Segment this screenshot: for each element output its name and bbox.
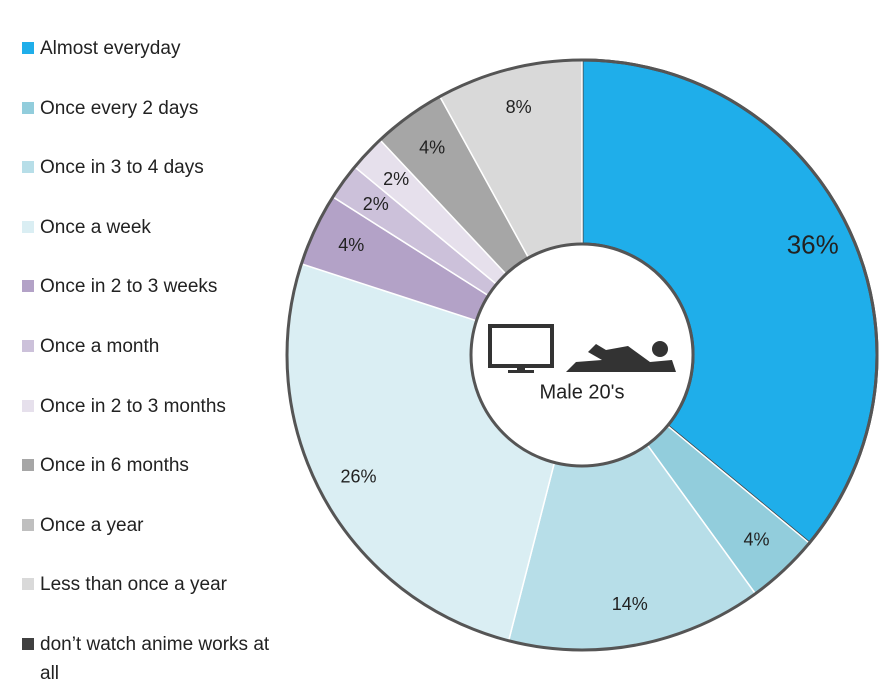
legend-swatch (22, 339, 34, 352)
person-icon (566, 341, 676, 372)
legend-label: Almost everyday (40, 38, 181, 59)
value-label: 14% (612, 594, 648, 614)
value-labels: 36% 4% 14% 26% 4% 2% 2% 4% 8% (338, 97, 838, 614)
legend-swatch (22, 459, 34, 472)
legend-swatch (22, 280, 34, 293)
value-label: 26% (341, 467, 377, 487)
legend-label: Once a year (40, 514, 144, 536)
legend-label: Once a month (40, 335, 160, 357)
center-circle (469, 242, 695, 468)
value-label: 36% (787, 229, 839, 259)
value-label: 4% (338, 235, 364, 255)
value-label: 8% (506, 97, 532, 117)
value-label: 4% (744, 530, 770, 550)
legend-label: Less than once a year (40, 574, 227, 596)
slices (286, 58, 879, 651)
value-label: 2% (383, 169, 409, 189)
legend-swatch (22, 42, 34, 54)
legend-label: don’t watch anime works at all (40, 633, 270, 684)
legend-label: Once in 3 to 4 days (40, 157, 204, 179)
legend-label: Once in 2 to 3 months (40, 395, 226, 417)
legend-label: Once a week (40, 216, 151, 238)
legend-swatch (22, 637, 34, 650)
legend-swatch (22, 518, 34, 531)
value-label: 4% (419, 137, 445, 157)
legend-swatch (22, 161, 34, 174)
value-label: 2% (363, 194, 389, 214)
center-label: Male 20's (540, 381, 625, 403)
legend-label: Once every 2 days (40, 97, 199, 119)
tv-icon (488, 324, 554, 373)
legend-swatch (22, 101, 34, 114)
legend-label: Once in 6 months (40, 455, 189, 477)
outer-border (285, 58, 879, 652)
legend-swatch (22, 399, 34, 412)
legend-swatch (22, 578, 34, 591)
legend-swatch (22, 220, 34, 233)
legend-label: Once in 2 to 3 weeks (40, 276, 218, 298)
